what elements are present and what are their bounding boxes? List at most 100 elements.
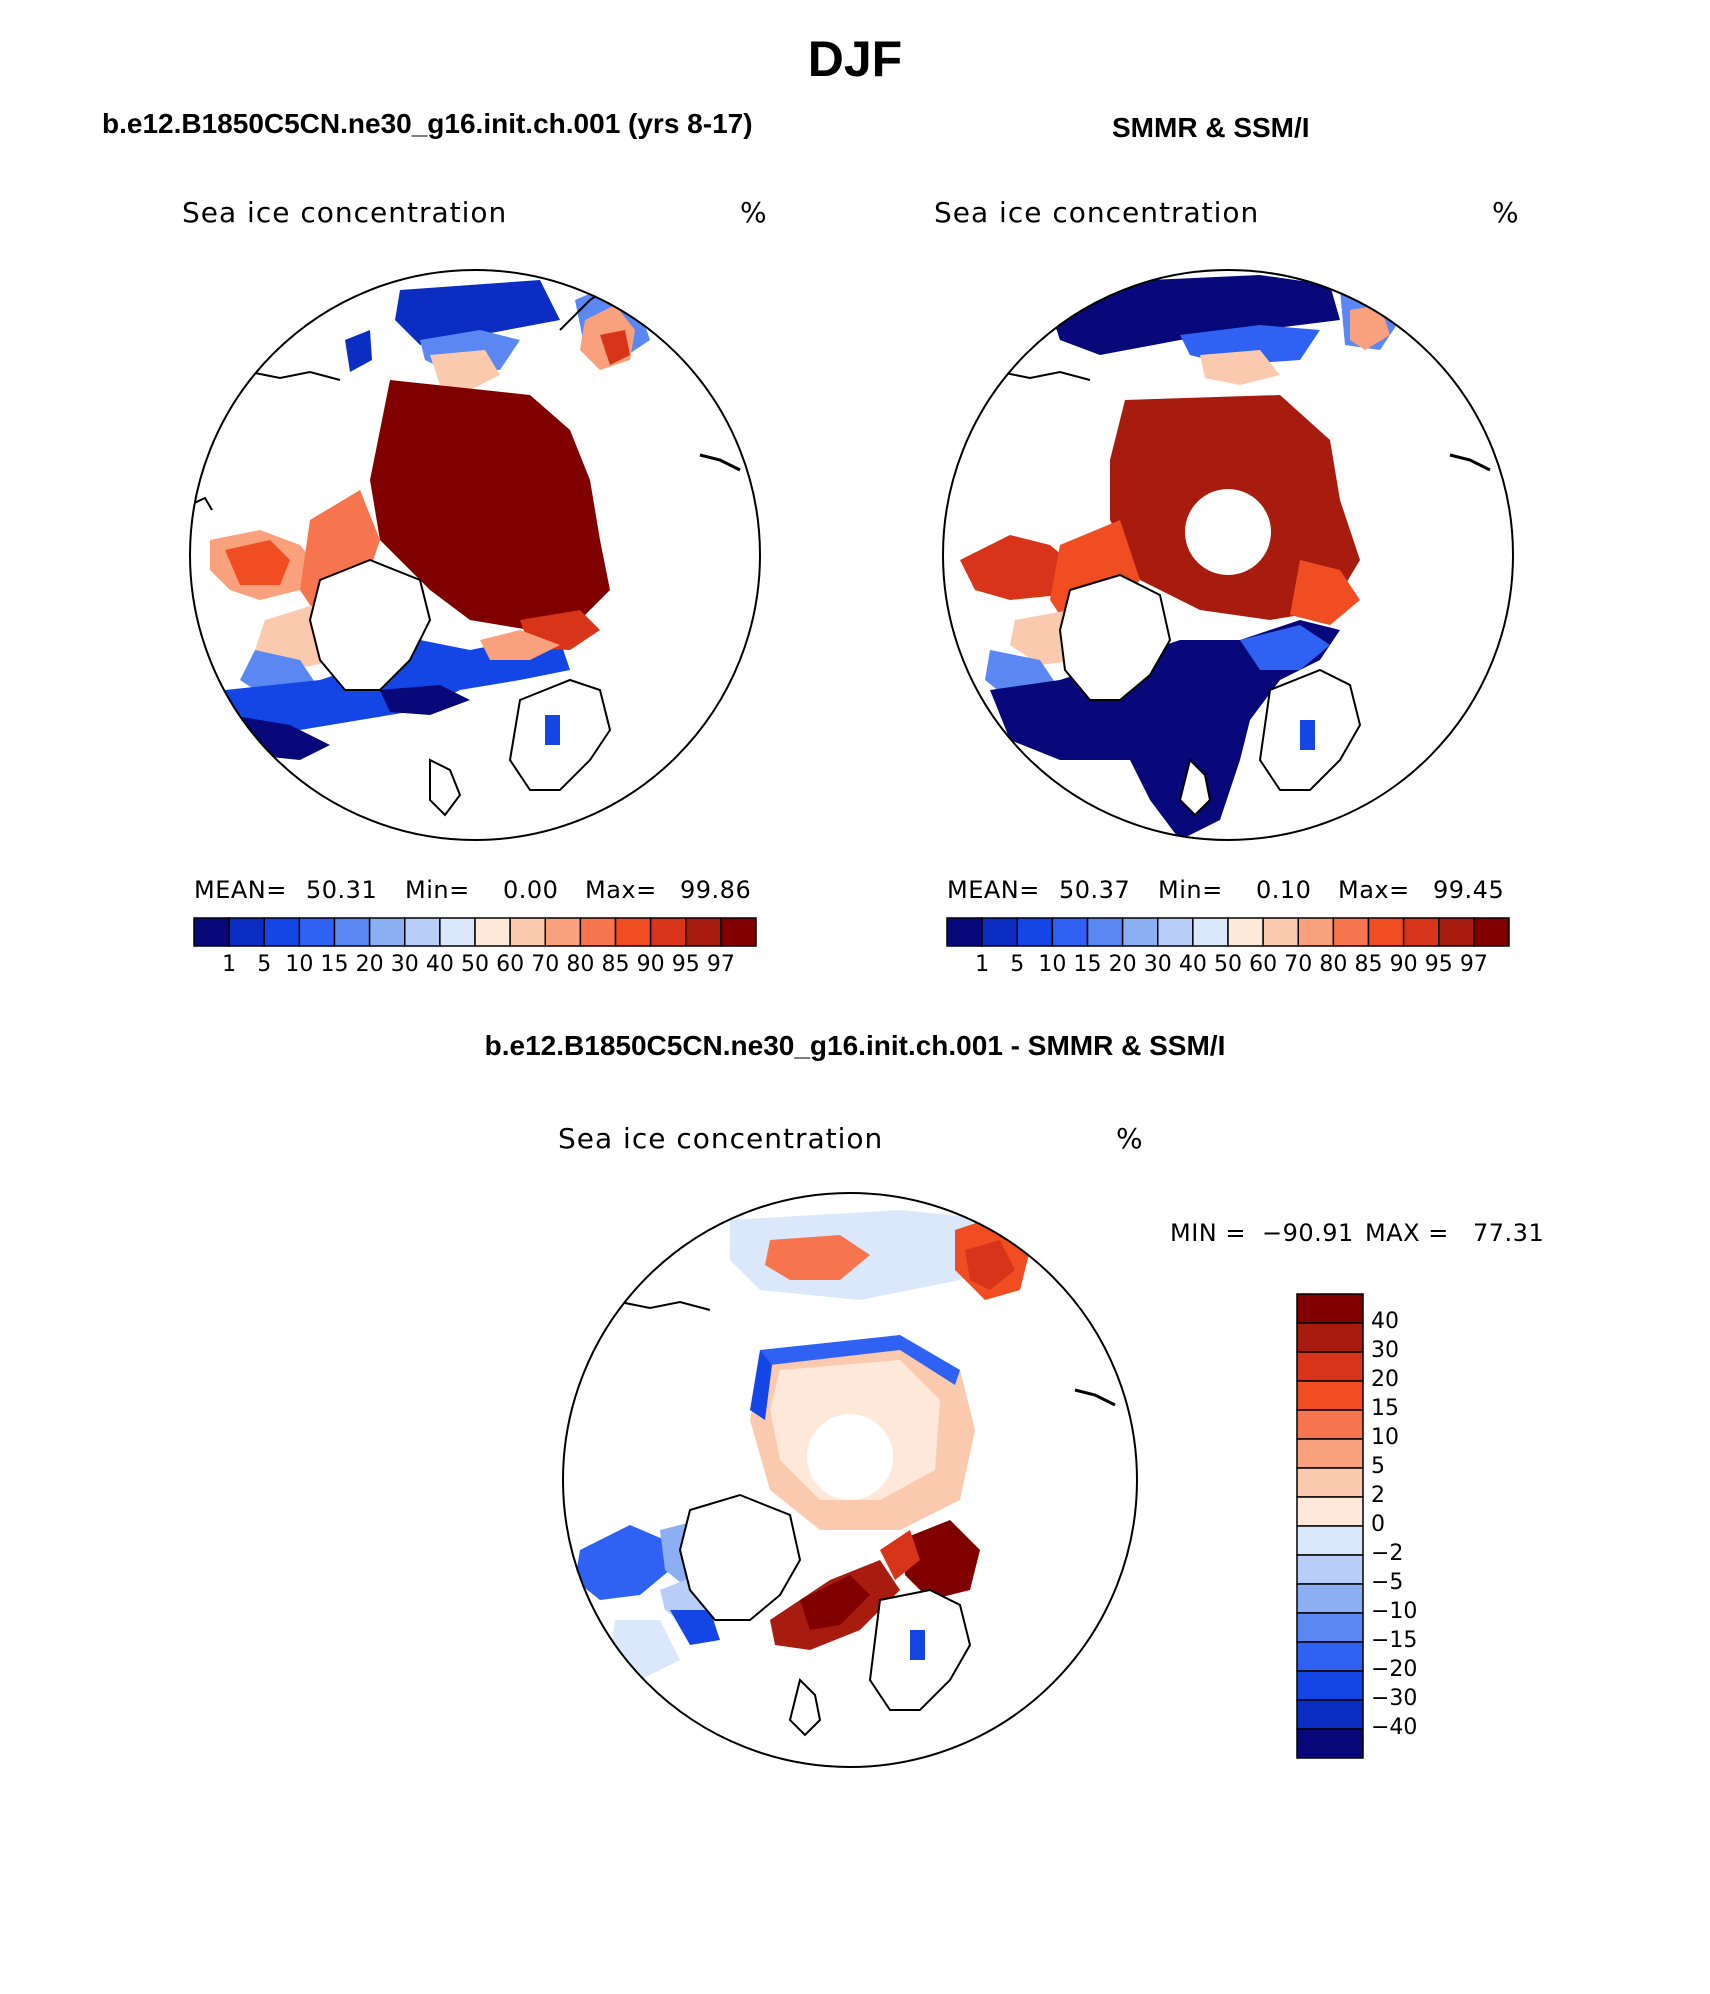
model-colorbar	[193, 917, 757, 947]
model-colorbar-swatch	[509, 917, 546, 947]
obs-sea-ice-map	[942, 269, 1514, 841]
obs-panel-title: SMMR & SSM/I	[1112, 112, 1310, 143]
model-colorbar-tick-label: 80	[566, 952, 595, 977]
obs-units-label: %	[1492, 196, 1520, 229]
diff-colorbar-swatch	[1296, 1525, 1364, 1556]
diff-colorbar-tick-label: 5	[1371, 1454, 1385, 1479]
model-colorbar-tick-label: 50	[461, 952, 489, 977]
diff-colorbar-swatch	[1296, 1496, 1364, 1527]
diff-colorbar-tick-label: −30	[1371, 1686, 1418, 1711]
obs-colorbar-swatch	[946, 917, 983, 947]
diff-colorbar-swatch	[1296, 1438, 1364, 1469]
diff-colorbar-swatch	[1296, 1380, 1364, 1411]
obs-colorbar-tick-label: 10	[1038, 952, 1067, 977]
model-colorbar-tick-label: 15	[320, 952, 349, 977]
diff-colorbar-tick-label: −5	[1371, 1570, 1404, 1595]
diff-units-label: %	[1116, 1122, 1144, 1155]
obs-colorbar-tick-label: 90	[1389, 952, 1418, 977]
model-colorbar-tick-label: 1	[222, 952, 237, 977]
model-units-label: %	[740, 196, 768, 229]
diff-colorbar-tick-label: 15	[1371, 1396, 1399, 1421]
obs-colorbar-swatch	[1262, 917, 1299, 947]
obs-colorbar-swatch	[1157, 917, 1194, 947]
model-colorbar-swatch	[404, 917, 441, 947]
obs-colorbar-tick-label: 80	[1319, 952, 1348, 977]
obs-colorbar-swatch	[1297, 917, 1335, 947]
diff-colorbar-swatch	[1296, 1612, 1364, 1643]
obs-colorbar-swatch	[1086, 917, 1124, 947]
model-colorbar-swatch	[228, 917, 265, 947]
diff-colorbar-swatch	[1296, 1409, 1364, 1440]
diff-colorbar-swatch	[1296, 1554, 1364, 1585]
model-mean-value: 50.31	[306, 876, 378, 904]
model-colorbar-swatch	[544, 917, 582, 947]
diff-colorbar-swatch	[1296, 1351, 1364, 1382]
obs-min-label: Min=	[1158, 876, 1223, 904]
model-colorbar-swatch	[193, 917, 230, 947]
diff-colorbar-swatch	[1296, 1670, 1364, 1701]
diff-colorbar-tick-label: −15	[1371, 1628, 1418, 1653]
obs-colorbar-swatch	[981, 917, 1018, 947]
diff-colorbar-tick-label: 0	[1371, 1512, 1385, 1537]
obs-colorbar-swatch	[1438, 917, 1475, 947]
model-panel-title: b.e12.B1850C5CN.ne30_g16.init.ch.001 (yr…	[102, 108, 753, 139]
obs-colorbar-tick-label: 1	[975, 952, 990, 977]
model-mean-label: MEAN=	[194, 876, 287, 904]
obs-colorbar-tick-label: 70	[1284, 952, 1313, 977]
obs-colorbar-swatch	[1051, 917, 1089, 947]
diff-colorbar-swatch	[1296, 1699, 1364, 1730]
model-colorbar-swatch	[720, 917, 757, 947]
obs-colorbar-tick-label: 15	[1073, 952, 1102, 977]
model-max-label: Max=	[585, 876, 657, 904]
model-colorbar-swatch	[579, 917, 617, 947]
diff-colorbar-tick-label: 30	[1371, 1338, 1399, 1363]
model-variable-label: Sea ice concentration	[182, 196, 508, 229]
model-colorbar-swatch	[685, 917, 722, 947]
model-min-label: Min=	[405, 876, 470, 904]
diff-colorbar-tick-label: −40	[1371, 1715, 1418, 1740]
model-colorbar-swatch	[439, 917, 476, 947]
model-colorbar-tick-label: 5	[257, 952, 272, 977]
model-colorbar-tick-label: 10	[285, 952, 314, 977]
diff-min-value: −90.91	[1262, 1219, 1354, 1247]
diff-max-label: MAX =	[1365, 1219, 1449, 1247]
diff-colorbar	[1296, 1293, 1364, 1759]
model-sea-ice-map	[189, 269, 761, 841]
obs-variable-label: Sea ice concentration	[934, 196, 1260, 229]
model-colorbar-tick-label: 60	[496, 952, 525, 977]
obs-colorbar	[946, 917, 1510, 947]
obs-min-value: 0.10	[1256, 876, 1312, 904]
model-colorbar-tick-label: 20	[355, 952, 384, 977]
diff-sea-ice-map	[562, 1192, 1138, 1768]
obs-max-value: 99.45	[1433, 876, 1505, 904]
diff-colorbar-tick-label: −2	[1371, 1541, 1404, 1566]
obs-colorbar-swatch	[1016, 917, 1054, 947]
diff-colorbar-swatch	[1296, 1728, 1364, 1759]
model-colorbar-tick-label: 40	[425, 952, 454, 977]
diff-colorbar-swatch	[1296, 1583, 1364, 1614]
diff-variable-label: Sea ice concentration	[558, 1122, 884, 1155]
obs-colorbar-tick-label: 95	[1424, 952, 1453, 977]
diff-colorbar-swatch	[1296, 1641, 1364, 1672]
diff-panel-title: b.e12.B1850C5CN.ne30_g16.init.ch.001 - S…	[484, 1030, 1226, 1061]
model-colorbar-swatch	[614, 917, 652, 947]
obs-colorbar-tick-label: 40	[1178, 952, 1207, 977]
diff-colorbar-swatch	[1296, 1293, 1364, 1324]
obs-colorbar-tick-label: 85	[1354, 952, 1383, 977]
model-colorbar-tick-label: 30	[390, 952, 419, 977]
model-colorbar-swatch	[474, 917, 511, 947]
model-min-value: 0.00	[503, 876, 559, 904]
diff-colorbar-tick-label: 2	[1371, 1483, 1385, 1508]
obs-colorbar-tick-label: 20	[1108, 952, 1137, 977]
model-colorbar-tick-label: 70	[531, 952, 560, 977]
model-max-value: 99.86	[680, 876, 752, 904]
obs-colorbar-swatch	[1473, 917, 1510, 947]
model-colorbar-swatch	[649, 917, 687, 947]
diff-colorbar-tick-label: 10	[1371, 1425, 1399, 1450]
obs-mean-value: 50.37	[1059, 876, 1131, 904]
model-colorbar-swatch	[333, 917, 371, 947]
model-colorbar-swatch	[298, 917, 336, 947]
diff-colorbar-tick-label: −20	[1371, 1657, 1418, 1682]
model-colorbar-tick-label: 90	[636, 952, 665, 977]
